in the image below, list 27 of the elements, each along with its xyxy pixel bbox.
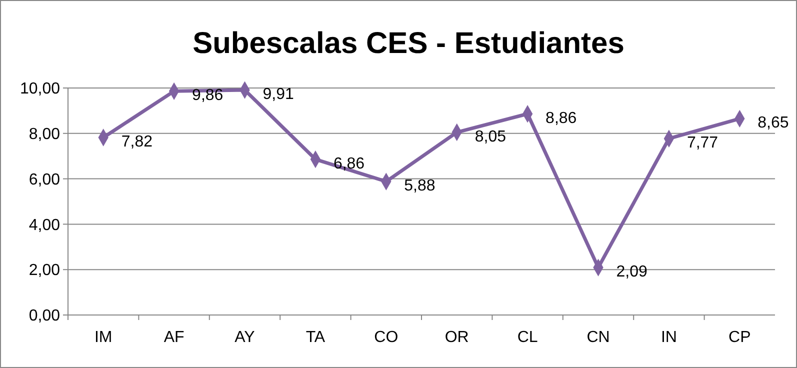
- text: 8,05: [474, 128, 506, 146]
- x-tick-label: CO: [374, 329, 398, 346]
- text: 5,88: [404, 178, 436, 195]
- x-tick-label: AF: [164, 329, 184, 346]
- text: 8,65: [758, 114, 789, 132]
- y-tick-label: 2,00: [28, 262, 60, 280]
- x-tick-label: IN: [660, 329, 677, 346]
- text: 9,91: [262, 86, 294, 104]
- x-tick-label: CN: [586, 329, 610, 346]
- y-tick-label: 6,00: [28, 171, 60, 188]
- text: 8,86: [546, 110, 577, 127]
- text: 7,82: [121, 133, 152, 150]
- text: 9,86: [192, 87, 224, 104]
- chart-title: Subescalas CES - Estudiantes: [192, 27, 624, 60]
- y-tick-label: 8,00: [28, 126, 60, 143]
- text: 6,86: [333, 155, 365, 172]
- y-tick-label: 10,00: [20, 80, 60, 98]
- x-tick-label: OR: [444, 329, 469, 346]
- x-tick-label: AY: [234, 329, 256, 346]
- y-tick-label: 0,00: [28, 308, 60, 325]
- x-tick-label: TA: [306, 329, 326, 346]
- text: 7,77: [686, 134, 718, 152]
- y-tick-label: 4,00: [28, 216, 60, 234]
- x-tick-label: CL: [517, 329, 538, 346]
- x-tick-label: IM: [94, 329, 112, 346]
- text: 2,09: [616, 264, 648, 281]
- x-tick-label: CP: [728, 329, 751, 346]
